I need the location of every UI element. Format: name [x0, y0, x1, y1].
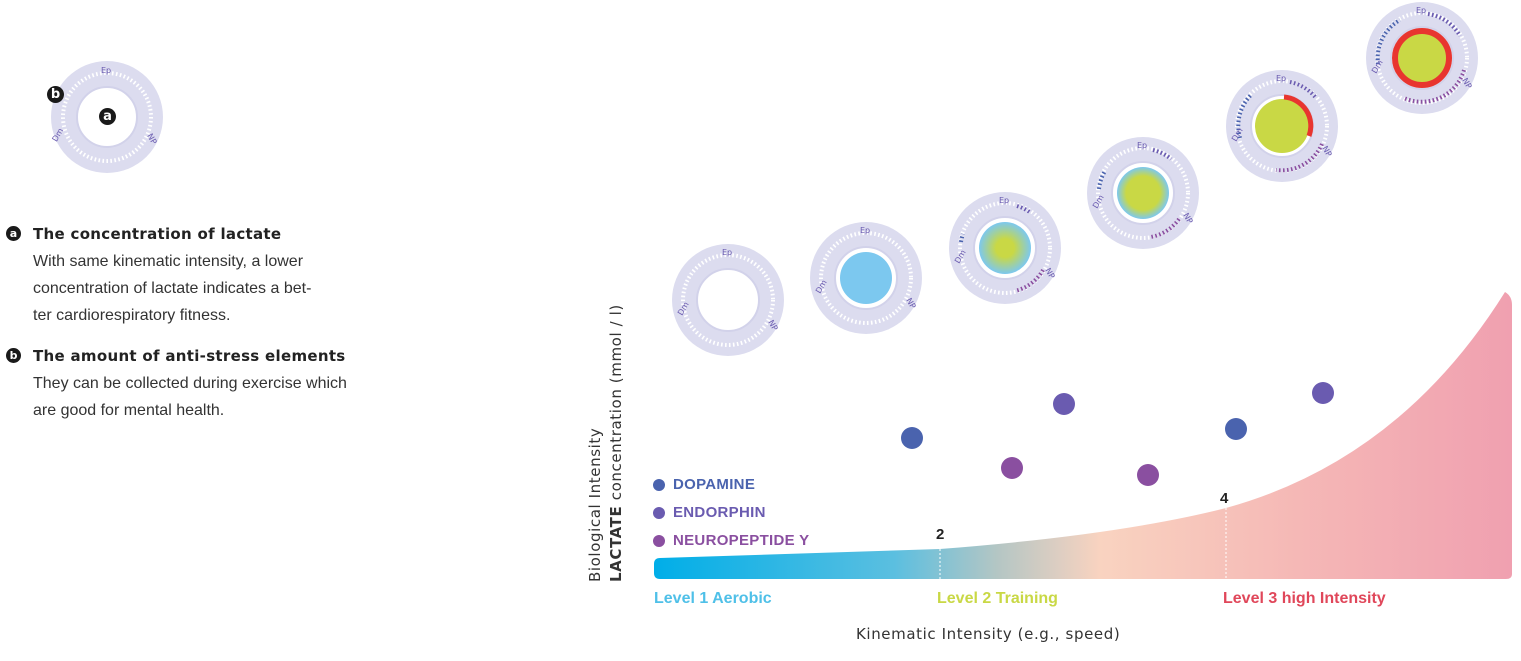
threshold-label-4: 4	[1220, 490, 1229, 507]
gauge-ep-label: Ep	[1137, 141, 1147, 150]
marker-a: a	[99, 108, 116, 125]
dopamine-dot	[901, 427, 923, 449]
x-axis-label: Kinematic Intensity (e.g., speed)	[856, 625, 1121, 643]
endorphin-dot	[1312, 382, 1334, 404]
note-a-marker: a	[6, 226, 21, 241]
note-b-line: They can be collected during exercise wh…	[33, 375, 347, 392]
note-b-body: They can be collected during exercise wh…	[33, 370, 347, 424]
legend-dot-neuropeptide	[653, 535, 665, 547]
gauge-4: Ep NP Dm	[1087, 137, 1199, 249]
level-1-label: Level 1 Aerobic	[654, 590, 772, 607]
legend-dot-dopamine	[653, 479, 665, 491]
note-b-marker: b	[6, 348, 21, 363]
note-a-body: With same kinematic intensity, a lower c…	[33, 248, 311, 329]
gauge-1: Ep NP Dm	[672, 244, 784, 356]
y-axis-line-1: Biological Intensity	[586, 428, 604, 582]
gauge-ep-label: Ep	[860, 226, 870, 235]
y-axis-unit: concentration (mmol / l)	[607, 304, 625, 505]
note-b-title: The amount of anti-stress elements	[33, 347, 346, 365]
legend-label-neuropeptide: NEUROPEPTIDE Y	[673, 532, 810, 549]
note-a-line: ter cardiorespiratory fitness.	[33, 307, 231, 324]
level-2-label: Level 2 Training	[937, 590, 1058, 607]
endorphin-dot	[1053, 393, 1075, 415]
neuropeptide-dot	[1137, 464, 1159, 486]
marker-b: b	[47, 86, 64, 103]
threshold-label-2: 2	[936, 526, 944, 543]
gauge-ep-label: Ep	[999, 196, 1009, 205]
gauge-3: Ep NP Dm	[949, 192, 1061, 304]
legend-label-dopamine: DOPAMINE	[673, 476, 756, 493]
level-3-label: Level 3 high Intensity	[1223, 590, 1386, 607]
gauge-ep-label: Ep	[1276, 74, 1286, 83]
note-a-title: The concentration of lactate	[33, 225, 282, 243]
gauge-ep-label: Ep	[1416, 6, 1426, 15]
y-axis-line-2: LACTATE concentration (mmol / l)	[607, 304, 625, 582]
gauge-2: Ep NP Dm	[810, 222, 922, 334]
key-gauge-ep-label: Ep	[101, 66, 111, 75]
y-axis-label: Biological Intensity LACTATE concentrati…	[586, 304, 625, 582]
gauge-ep-label: Ep	[722, 248, 732, 257]
lactate-curve-area	[654, 292, 1512, 579]
note-a-line: concentration of lactate indicates a bet…	[33, 280, 312, 297]
legend-label-endorphin: ENDORPHIN	[673, 504, 766, 521]
legend-dot-endorphin	[653, 507, 665, 519]
note-b-line: are good for mental health.	[33, 402, 225, 419]
y-axis-lactate: LACTATE	[607, 506, 625, 582]
gauge-6: Ep NP Dm	[1366, 2, 1478, 114]
dopamine-dot	[1225, 418, 1247, 440]
neuropeptide-dot	[1001, 457, 1023, 479]
note-a-line: With same kinematic intensity, a lower	[33, 253, 304, 270]
gauge-5: Ep NP Dm	[1226, 70, 1338, 182]
